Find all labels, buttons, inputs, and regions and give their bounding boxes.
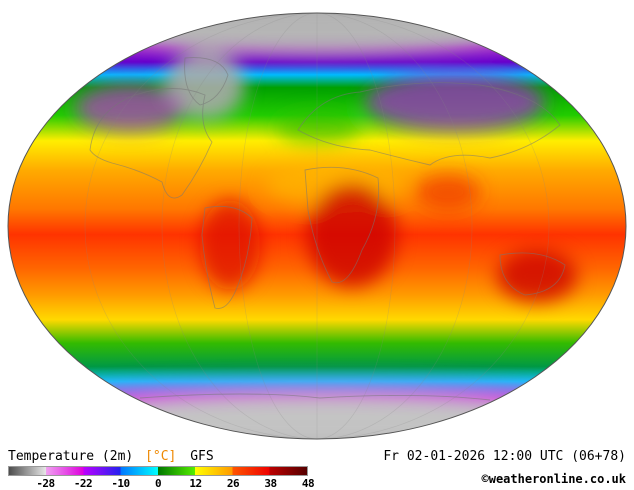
forecast-datetime: Fr 02-01-2026 12:00 UTC (06+78) — [383, 449, 626, 464]
colorbar-tick: -22 — [73, 477, 93, 490]
temperature-colorbar — [8, 466, 308, 476]
legend-title-row: Temperature (2m) [°C] GFS — [8, 449, 348, 464]
world-temperature-map — [7, 12, 627, 440]
globe-outline — [7, 12, 627, 440]
copyright: ©weatheronline.co.uk — [481, 472, 627, 486]
map-feature-india-hot — [416, 174, 480, 210]
legend: Temperature (2m) [°C] GFS -28 -22 -10 0 12 26… — [8, 449, 348, 490]
map-feature-siberia-cold — [365, 72, 545, 132]
colorbar-tick: 26 — [226, 477, 240, 490]
map-feature-africa-hot — [307, 183, 397, 287]
legend-parameter-label: Temperature (2m) — [8, 449, 134, 464]
colorbar-tick-row: -28 -22 -10 0 12 26 38 48 — [8, 476, 314, 490]
map-feature-antarctic-fringe — [67, 379, 567, 407]
map-feature-europe-mild — [276, 111, 360, 145]
legend-unit-label: [°C] — [145, 449, 177, 464]
colorbar-tick: 38 — [264, 477, 277, 490]
colorbar-tick: 0 — [154, 477, 162, 490]
coastlines — [89, 57, 566, 401]
colorbar-tick: -28 — [36, 477, 55, 490]
colorbar-tick: 12 — [189, 477, 202, 490]
map-feature-canada-cold — [75, 84, 185, 132]
colorbar-tick: 48 — [301, 477, 315, 490]
map-feature-australia-hot — [497, 250, 577, 302]
meridian-grid — [84, 13, 550, 439]
legend-model-label: GFS — [190, 449, 214, 464]
colorbar-tick: -10 — [111, 477, 130, 490]
map-svg — [7, 12, 627, 440]
footer-right: Fr 02-01-2026 12:00 UTC (06+78) ©weather… — [383, 449, 626, 486]
map-feature-south-america-hot — [200, 200, 260, 290]
